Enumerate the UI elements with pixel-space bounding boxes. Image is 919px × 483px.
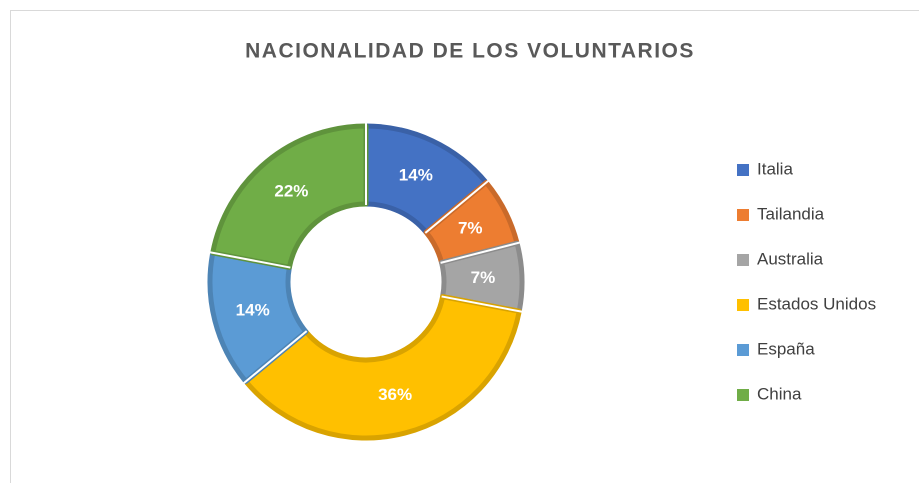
chart-title: NACIONALIDAD DE LOS VOLUNTARIOS [245, 40, 695, 63]
legend-swatch [737, 254, 749, 266]
legend-swatch [737, 164, 749, 176]
legend-label: Italia [757, 159, 793, 178]
donut-slice [243, 294, 522, 441]
data-label: 14% [399, 166, 433, 185]
slice-separator [242, 330, 308, 385]
donut-slice [210, 123, 369, 270]
data-label: 36% [378, 385, 412, 404]
legend-swatch [737, 344, 749, 356]
legend-label: Australia [757, 249, 824, 268]
legend-label: Estados Unidos [757, 294, 876, 313]
slice-separator [424, 179, 490, 234]
data-label: 7% [458, 218, 483, 237]
legend-label: Tailandia [757, 204, 825, 223]
legend-label: China [757, 384, 802, 403]
slice-separator [440, 241, 521, 264]
legend-label: España [757, 339, 815, 358]
slice-separator [441, 295, 523, 313]
slice-separator [209, 251, 291, 269]
legend-swatch [737, 299, 749, 311]
data-label: 14% [236, 301, 270, 320]
legend-swatch [737, 209, 749, 221]
data-label: 7% [471, 268, 496, 287]
data-label: 22% [274, 181, 308, 200]
legend-swatch [737, 389, 749, 401]
